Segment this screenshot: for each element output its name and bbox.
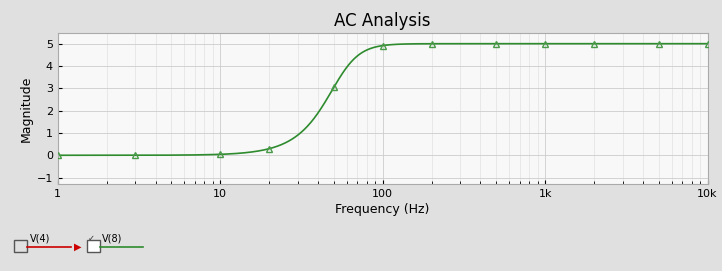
Title: AC Analysis: AC Analysis [334,12,431,30]
Text: ▶: ▶ [74,242,82,251]
Y-axis label: Magnitude: Magnitude [19,75,32,141]
Text: V(8): V(8) [102,233,122,243]
Text: V(4): V(4) [30,233,50,243]
Text: ✓: ✓ [88,234,95,243]
X-axis label: Frequency (Hz): Frequency (Hz) [336,203,430,216]
